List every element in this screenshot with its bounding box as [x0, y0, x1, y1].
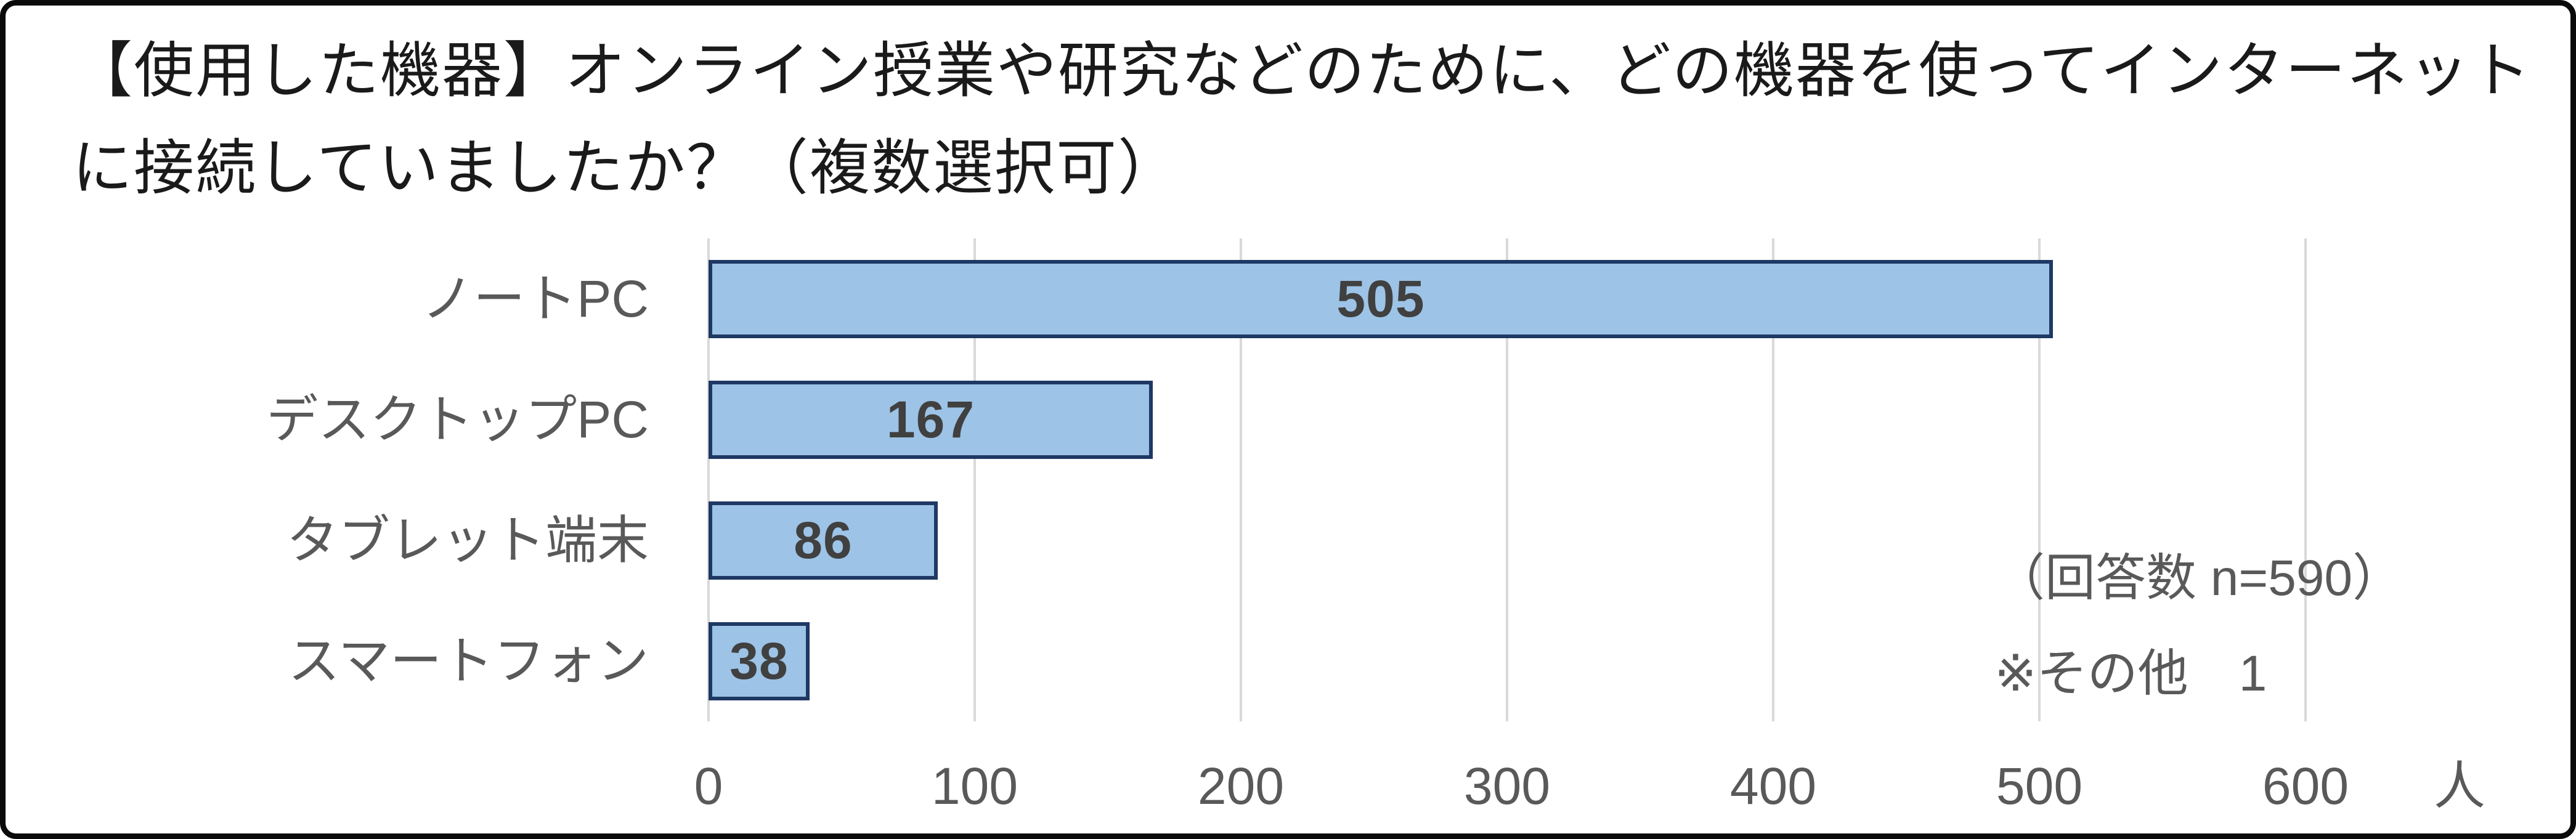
bar-value-label: 86	[794, 511, 853, 569]
category-label-4: スマートフォン	[288, 632, 649, 690]
bar-value-label: 505	[1336, 269, 1425, 328]
x-tick-label: 0	[694, 757, 723, 815]
respondent-count-note: （回答数 n=590）	[1994, 550, 2403, 606]
gridline	[1772, 238, 1774, 721]
bar-4: 38	[709, 622, 810, 700]
gridline	[2304, 238, 2307, 721]
x-tick-label: 500	[1996, 757, 2083, 815]
chart-title-line2: に接続していましたか？（複数選択可）	[72, 134, 1180, 201]
gridline	[973, 238, 976, 721]
x-tick-label: 200	[1197, 757, 1285, 815]
other-answers-note: ※その他 1	[1994, 646, 2267, 702]
x-tick-label: 100	[931, 757, 1018, 815]
gridline	[1240, 238, 1242, 721]
category-label-1: ノートPC	[421, 270, 649, 328]
gridline	[707, 238, 710, 721]
bar-1: 505	[709, 259, 2053, 338]
x-tick-label: 600	[2262, 757, 2349, 815]
chart-title-line1: 【使用した機器】オンライン授業や研究などのために、どの機器を使ってインターネット	[72, 36, 2532, 104]
category-label-2: デスクトップPC	[266, 391, 649, 448]
gridline	[1506, 238, 1508, 721]
gridline	[2038, 238, 2041, 721]
chart-title: 【使用した機器】オンライン授業や研究などのために、どの機器を使ってインターネット…	[72, 22, 2532, 216]
category-label-3: タブレット端末	[286, 511, 649, 569]
plot-area: 505 167 86 38	[707, 238, 2307, 721]
bar-value-label: 167	[886, 390, 975, 448]
bar-value-label: 38	[729, 631, 789, 690]
bar-3: 86	[709, 501, 938, 580]
bar-2: 167	[709, 380, 1153, 459]
x-axis-unit-label: 人	[2433, 757, 2485, 815]
x-tick-label: 300	[1463, 757, 1551, 815]
x-tick-label: 400	[1729, 757, 1817, 815]
